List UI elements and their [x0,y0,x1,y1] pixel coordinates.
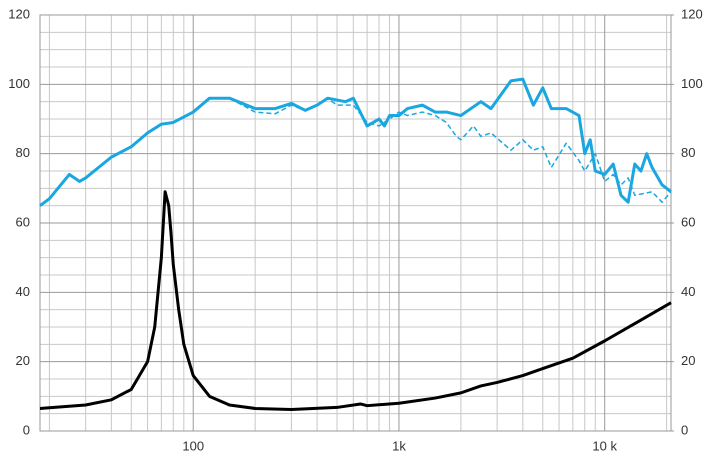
y-tick-label: 100 [8,76,30,91]
y2-tick-label: 20 [681,353,695,368]
y-tick-label: 40 [16,284,30,299]
x-tick-label: 1k [392,438,406,453]
x-tick-label: 100 [182,438,204,453]
series-line [39,77,672,207]
plot-frame [39,14,672,432]
y2-tick-label: 100 [681,76,703,91]
y2-tick-label: 60 [681,214,695,229]
y2-tick-label: 0 [681,422,688,437]
y2-tick-label: 80 [681,145,695,160]
y2-tick-label: 40 [681,284,695,299]
series-line [39,97,672,207]
series-line [39,190,672,412]
x-tick-label: 10 k [592,438,617,453]
y-tick-label: 0 [23,422,30,437]
y-tick-label: 120 [8,6,30,21]
y-tick-label: 20 [16,353,30,368]
y-tick-label: 60 [16,214,30,229]
y-tick-label: 80 [16,145,30,160]
y2-tick-label: 120 [681,6,703,21]
